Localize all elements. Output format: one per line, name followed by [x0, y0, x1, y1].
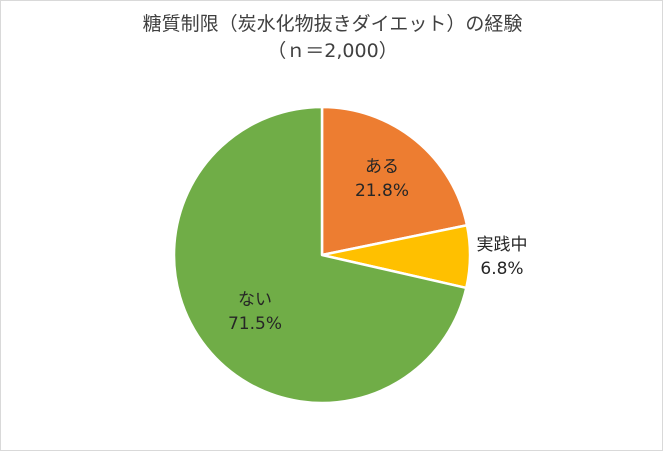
slice-value-label-3: 71.5% — [228, 314, 282, 334]
slice-value-label-2: 6.8% — [480, 259, 523, 279]
slice-value-label-1: 21.8% — [355, 181, 409, 201]
pie-slice-1 — [320, 105, 469, 257]
pie-slice-3 — [172, 105, 468, 405]
slice-label-3: ない — [238, 290, 272, 310]
slice-label-1: ある — [365, 157, 399, 177]
chart-subtitle: （ｎ＝2,000） — [267, 40, 398, 62]
slice-label-2: 実践中 — [477, 235, 528, 255]
chart-title: 糖質制限（炭水化物抜きダイエット）の経験 — [142, 13, 523, 35]
chart-title-block: 糖質制限（炭水化物抜きダイエット）の経験 （ｎ＝2,000） — [1, 11, 663, 65]
